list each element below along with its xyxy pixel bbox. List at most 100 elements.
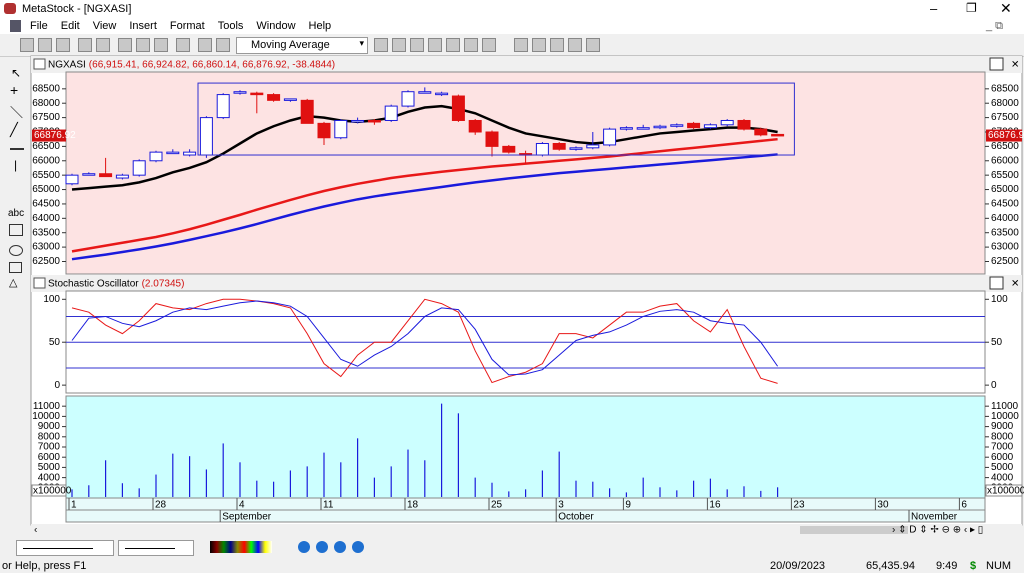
y-tick-label: 66000 xyxy=(991,155,1019,166)
multiplier-label: x100000 xyxy=(33,486,72,497)
zoom-btn[interactable] xyxy=(216,38,230,52)
copy-btn[interactable] xyxy=(136,38,150,52)
new-btn[interactable] xyxy=(20,38,34,52)
y-tick-label: 50 xyxy=(49,337,61,348)
scroll-thumb[interactable] xyxy=(800,526,908,534)
triangle-tool[interactable]: △ xyxy=(9,277,18,289)
text-tool[interactable]: abc xyxy=(8,208,25,219)
menu-item[interactable]: File xyxy=(30,20,48,32)
y-tick-label: 68000 xyxy=(991,98,1019,109)
rect-tool[interactable] xyxy=(9,262,22,273)
open-btn[interactable] xyxy=(38,38,52,52)
color-palette[interactable] xyxy=(210,541,272,553)
maximize-panel[interactable] xyxy=(989,57,1004,71)
line-tool[interactable]: ＼ xyxy=(10,105,24,120)
grid-tool[interactable] xyxy=(9,224,23,236)
y-tick-label: 10000 xyxy=(32,411,60,422)
panel-icon xyxy=(33,277,46,289)
candle-body xyxy=(720,119,734,126)
web-btn[interactable] xyxy=(334,541,346,553)
candle-body xyxy=(250,92,264,96)
tool-btn[interactable] xyxy=(410,38,424,52)
menu-item[interactable]: View xyxy=(92,20,117,32)
layout-btn[interactable] xyxy=(586,38,600,52)
vline-tool[interactable]: | xyxy=(14,158,18,172)
app-icon xyxy=(4,3,16,14)
y-tick-label: 63500 xyxy=(32,227,60,238)
line-width-select[interactable] xyxy=(118,540,194,556)
indicator-select[interactable]: Moving Average ▾ xyxy=(236,37,368,54)
print-btn[interactable] xyxy=(78,38,92,52)
candle-body xyxy=(586,144,600,149)
maximize-panel[interactable] xyxy=(989,276,1004,290)
minimize[interactable]: – xyxy=(930,1,938,16)
menu-item[interactable]: Insert xyxy=(129,20,157,32)
y-tick-label: 5000 xyxy=(991,462,1014,473)
hline-tool[interactable] xyxy=(10,148,24,150)
save-btn[interactable] xyxy=(56,38,70,52)
candle-body xyxy=(166,151,180,155)
cross-tool[interactable]: + xyxy=(10,82,19,98)
tool-btn[interactable] xyxy=(374,38,388,52)
dropdown-arrow: ▾ xyxy=(359,38,364,48)
candle-body xyxy=(149,151,163,162)
trend-tool[interactable]: ╱ xyxy=(10,122,18,137)
panel-subtitle: (2.07345) xyxy=(142,279,185,290)
menu-item[interactable]: Window xyxy=(256,20,296,32)
y-tick-label: 65500 xyxy=(991,170,1019,181)
tool-btn[interactable] xyxy=(446,38,460,52)
close-panel[interactable]: ✕ xyxy=(1011,279,1019,290)
y-tick-label: 65000 xyxy=(991,184,1019,195)
scrollbar[interactable] xyxy=(31,524,1022,536)
cut-btn[interactable] xyxy=(118,38,132,52)
crosshair-btn[interactable] xyxy=(198,38,212,52)
nav-buttons[interactable]: › ⇕ D ⇕ ✢ ⊖ ⊕ ‹ ▸ ▯ xyxy=(892,525,983,536)
scroll-left[interactable]: ‹ xyxy=(34,525,37,536)
candle-body xyxy=(82,173,96,176)
paste-btn[interactable] xyxy=(154,38,168,52)
candle-body xyxy=(199,117,213,156)
y-tick-label: 68500 xyxy=(991,83,1019,94)
web-btn[interactable] xyxy=(352,541,364,553)
panel-title: NGXASI xyxy=(48,60,86,71)
y-tick-label: 65500 xyxy=(32,170,60,181)
layout-btn[interactable] xyxy=(532,38,546,52)
candle-body xyxy=(653,125,667,129)
candle-body xyxy=(636,127,650,130)
tool-btn[interactable] xyxy=(392,38,406,52)
web-btn[interactable] xyxy=(298,541,310,553)
menu-item[interactable]: Help xyxy=(308,20,332,32)
menu-item[interactable]: Tools xyxy=(217,20,244,32)
menu-item[interactable]: Edit xyxy=(60,20,80,32)
tool-btn[interactable] xyxy=(482,38,496,52)
indicator-line xyxy=(71,104,778,191)
multiplier-box xyxy=(985,484,1023,497)
undo-btn[interactable] xyxy=(176,38,190,52)
ellipse-tool[interactable] xyxy=(9,245,23,256)
y-tick-label: 65000 xyxy=(32,184,60,195)
close[interactable]: ✕ xyxy=(1000,0,1012,16)
restore[interactable]: ❐ xyxy=(966,1,977,15)
y-tick-label: 62500 xyxy=(991,256,1019,267)
layout-btn[interactable] xyxy=(550,38,564,52)
candle-body xyxy=(351,119,365,123)
web-btn[interactable] xyxy=(316,541,328,553)
candle-body xyxy=(703,124,717,129)
tool-btn[interactable] xyxy=(428,38,442,52)
panel-header xyxy=(31,275,1022,292)
close-panel[interactable]: ✕ xyxy=(1011,60,1019,71)
layout-btn[interactable] xyxy=(568,38,582,52)
layout-btn[interactable] xyxy=(514,38,528,52)
candle-body xyxy=(502,145,516,153)
preview-btn[interactable] xyxy=(96,38,110,52)
menu-item[interactable]: Format xyxy=(169,20,205,32)
tool-btn[interactable] xyxy=(464,38,478,52)
candle-body xyxy=(771,133,785,137)
y-tick-label: 64500 xyxy=(991,199,1019,210)
status-bar: or Help, press F1 20/09/2023 65,435.94 9… xyxy=(0,560,1024,573)
line-style-select[interactable] xyxy=(16,540,114,556)
candle-body xyxy=(115,174,129,179)
pointer-tool[interactable]: ↖ xyxy=(11,66,22,80)
candle-body xyxy=(670,124,684,127)
